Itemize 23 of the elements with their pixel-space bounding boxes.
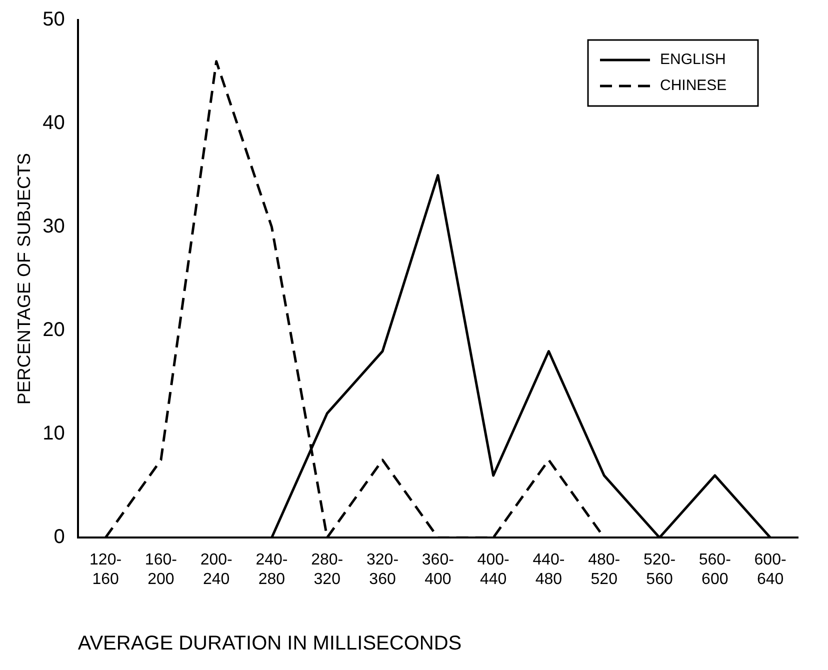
x-tick-label: 280- 320 [311,552,344,588]
x-tick-label: 440- 480 [532,552,565,588]
x-tick-label: 400- 440 [477,552,510,588]
x-tick-label: 320- 360 [366,552,399,588]
y-tick-label: 50 [42,8,65,31]
x-axis-title: AVERAGE DURATION IN MILLISECONDS [78,632,462,655]
x-tick-label: 200- 240 [200,552,232,588]
x-tick-label: 360- 400 [422,552,454,588]
x-tick-label: 480- 520 [588,552,620,588]
x-tick-label: 240- 280 [256,552,288,588]
x-tick-label: 120- 160 [90,552,122,588]
y-tick-label: 30 [42,216,65,238]
y-tick-label: 10 [42,422,65,445]
x-tick-label: 520- 560 [643,552,676,588]
x-tick-label: 160- 200 [144,552,177,588]
legend-label: ENGLISH [660,51,726,68]
y-tick-label: 40 [42,112,65,134]
x-tick-label: 560- 600 [698,552,731,588]
legend-label: CHINESE [660,77,727,94]
y-tick-label: 0 [54,526,65,548]
y-tick-label: 20 [42,319,65,342]
y-axis-title: PERCENTAGE OF SUBJECTS [14,152,34,405]
x-tick-label: 600- 640 [754,552,786,588]
